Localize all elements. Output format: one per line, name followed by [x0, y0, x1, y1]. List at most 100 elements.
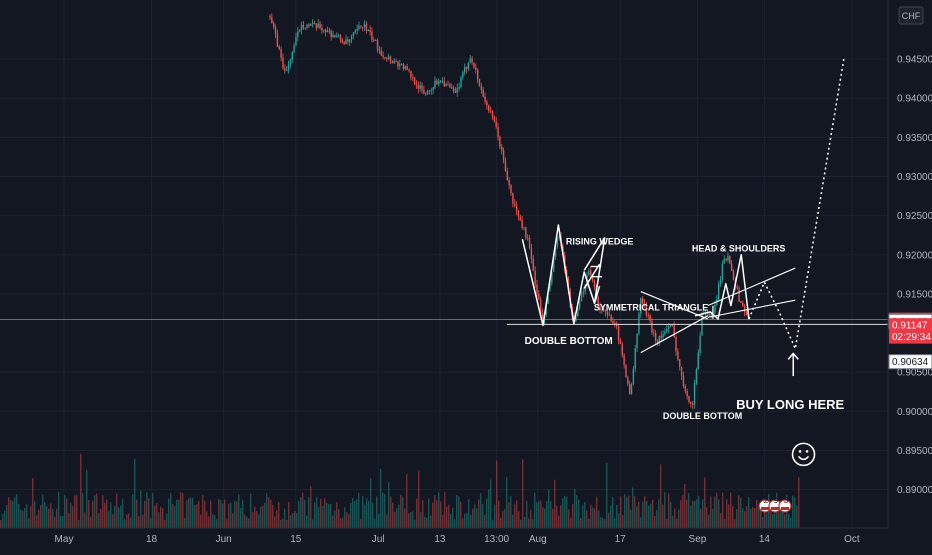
candle-body: [517, 210, 520, 217]
time-axis[interactable]: May 18 Jun 15 Jul 13 13:00 Aug 17 Sep 14 Oct: [0, 527, 932, 550]
time-tick-label: 13: [434, 534, 446, 545]
time-tick-label: 14: [759, 534, 771, 545]
volume-bar: [36, 515, 38, 528]
volume-bar: [302, 492, 304, 528]
candle-body: [625, 364, 627, 378]
volume-bar: [472, 508, 474, 528]
volume-bar: [730, 492, 732, 528]
volume-bar: [260, 506, 262, 528]
volume-bar: [74, 495, 76, 528]
volume-bar: [618, 513, 620, 528]
volume-bar: [418, 470, 420, 528]
volume-bar: [514, 504, 516, 528]
volume-bar: [128, 513, 130, 528]
volume-bar: [382, 492, 384, 528]
candle-body: [536, 284, 538, 294]
candle-body: [666, 328, 668, 332]
candle-body: [528, 238, 531, 248]
candle-body: [632, 368, 635, 384]
candle-body: [502, 150, 505, 161]
volume-bar: [518, 511, 520, 528]
volume-bar: [170, 493, 172, 528]
price-tick-label: 0.90500: [897, 368, 932, 379]
volume-bar: [746, 506, 748, 528]
volume-bar: [296, 512, 298, 528]
volume-bar: [594, 508, 596, 528]
volume-bar: [238, 494, 240, 528]
volume-bar: [262, 505, 264, 528]
candle-body: [725, 259, 727, 261]
candle-body: [386, 58, 388, 60]
volume-bar: [564, 495, 566, 528]
volume-bar: [66, 498, 68, 528]
annotation-label: BUY LONG HERE: [736, 397, 844, 412]
volume-bar: [590, 504, 592, 528]
candle-body: [362, 26, 364, 28]
volume-bar: [344, 507, 346, 528]
candle-body: [549, 282, 551, 291]
volume-bar: [422, 500, 424, 528]
volume-bar: [178, 499, 180, 528]
candle-body: [358, 25, 360, 29]
candle-body: [367, 30, 369, 31]
time-tick-label: 13:00: [484, 534, 509, 545]
volume-bar: [566, 496, 568, 528]
candle-body: [276, 34, 279, 47]
price-axis-bg: [888, 0, 932, 550]
volume-bar: [172, 503, 174, 528]
price-label-box: [889, 318, 932, 333]
volume-bar: [270, 499, 272, 528]
volume-bar: [458, 496, 460, 528]
volume-bar: [220, 499, 222, 528]
volume-bar: [752, 506, 754, 528]
volume-bar: [574, 488, 576, 528]
volume-bar: [106, 499, 108, 528]
volume-bar: [282, 518, 284, 528]
candle-body: [469, 58, 471, 63]
annotation-label: RISING WEDGE: [566, 237, 634, 247]
currency-badge[interactable]: [898, 6, 924, 25]
volume-bar: [234, 500, 236, 528]
volume-bar: [108, 511, 110, 528]
volume-bar: [522, 459, 524, 528]
event-marker[interactable]: 2: [758, 496, 772, 513]
volume-bar: [578, 499, 580, 528]
volume-bar: [342, 517, 344, 528]
candle-body: [601, 309, 603, 311]
volume-bar: [672, 515, 674, 528]
volume-bar: [520, 519, 522, 528]
event-count: 2: [764, 496, 769, 505]
volume-bar: [498, 500, 500, 528]
volume-bar: [698, 495, 700, 528]
volume-bar: [696, 499, 698, 528]
candle-body: [738, 288, 740, 302]
candle-body: [428, 90, 431, 92]
volume-bar: [538, 501, 540, 528]
event-marker[interactable]: 3: [778, 496, 792, 513]
volume-bar: [492, 519, 494, 528]
volume-bar: [18, 503, 20, 528]
candle-body: [742, 302, 744, 307]
candle-body: [406, 66, 408, 70]
candle-body: [463, 67, 466, 73]
price-axis[interactable]: CHF 0.94500 0.94000 0.93500 0.93000 0.92500 0.…: [887, 0, 932, 550]
time-tick-label: Jul: [372, 534, 385, 545]
candle-body: [306, 24, 308, 28]
candle-body: [349, 39, 351, 42]
volume-bar: [386, 514, 388, 528]
candle-body: [573, 315, 575, 322]
volume-bar: [490, 479, 492, 528]
volume-bar: [340, 518, 342, 528]
candle-body: [438, 81, 440, 85]
candle-body: [610, 315, 612, 322]
candle-body: [558, 236, 560, 238]
price-label-box: [888, 354, 932, 370]
volume-bar: [474, 504, 476, 528]
volume-bar: [526, 500, 528, 528]
volume-bar: [392, 502, 394, 528]
candle-body: [597, 296, 599, 307]
volume-bar: [134, 458, 136, 528]
